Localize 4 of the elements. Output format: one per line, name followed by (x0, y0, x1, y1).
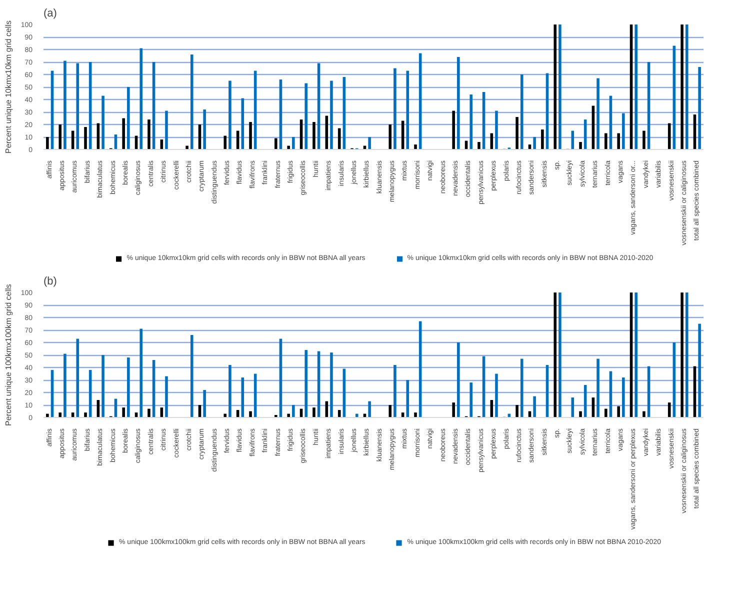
chart-title: (b) (44, 276, 57, 288)
chart-title: (a) (44, 8, 57, 20)
y-axis-title: Percent unique 10kmx10km grid cells (4, 20, 13, 154)
y-axis-title: Percent unique 100kmx100km grid cells (4, 284, 13, 426)
